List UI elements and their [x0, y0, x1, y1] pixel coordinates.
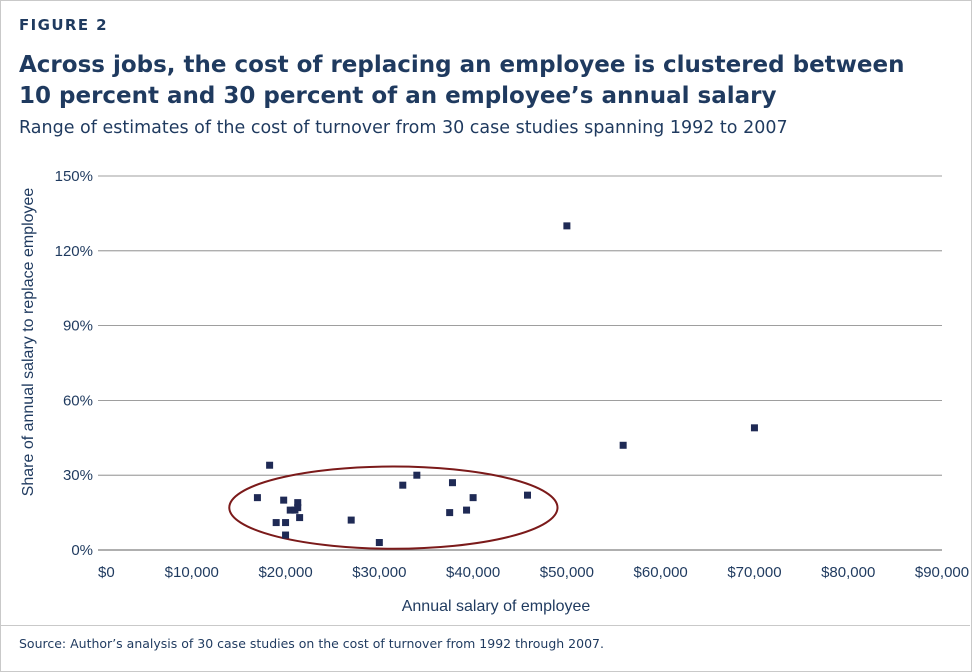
figure-label: FIGURE 2 — [19, 16, 108, 34]
data-point — [563, 222, 571, 230]
x-tick-label: $20,000 — [258, 564, 312, 581]
data-point — [253, 494, 261, 502]
data-point — [294, 504, 302, 512]
x-tick-labels: $0 $10,000 $20,000 $30,000 $40,000 $50,000 $60… — [98, 564, 969, 581]
chart-title: Across jobs, the cost of replacing an em… — [19, 52, 905, 109]
x-tick-label: $50,000 — [540, 564, 594, 581]
data-point — [469, 494, 477, 502]
x-tick-label: $10,000 — [165, 564, 219, 581]
gridlines — [98, 175, 942, 551]
x-axis-label: Annual salary of employee — [402, 598, 591, 615]
source-note: Source: Author’s analysis of 30 case stu… — [19, 636, 604, 651]
data-point — [286, 506, 294, 514]
data-point — [446, 509, 454, 517]
data-point — [448, 479, 456, 487]
y-tick-label: 60% — [63, 392, 93, 409]
y-axis-label: Share of annual salary to replace employ… — [20, 188, 37, 497]
x-tick-label: $0 — [98, 564, 115, 581]
x-tick-label: $70,000 — [727, 564, 781, 581]
y-tick-label: 90% — [63, 318, 93, 335]
data-point — [294, 499, 302, 507]
data-point — [750, 424, 758, 432]
y-tick-label: 0% — [71, 542, 93, 559]
source-divider — [1, 625, 970, 626]
data-point — [347, 516, 355, 524]
data-point — [282, 531, 290, 539]
x-tick-label: $90,000 — [915, 564, 969, 581]
data-point — [413, 471, 421, 479]
data-point — [524, 491, 532, 499]
data-point — [272, 519, 280, 527]
data-point — [266, 461, 274, 469]
x-tick-label: $30,000 — [352, 564, 406, 581]
x-tick-label: $80,000 — [821, 564, 875, 581]
y-tick-label: 150% — [55, 168, 93, 185]
y-tick-label: 30% — [63, 467, 93, 484]
data-point — [619, 441, 627, 449]
data-points — [253, 222, 758, 547]
data-point — [375, 539, 383, 547]
data-point — [463, 506, 471, 514]
data-point — [296, 514, 304, 522]
cluster-ellipse — [228, 465, 559, 550]
chart-subtitle: Range of estimates of the cost of turnov… — [19, 118, 788, 138]
x-tick-label: $60,000 — [634, 564, 688, 581]
x-tick-label: $40,000 — [446, 564, 500, 581]
data-point — [280, 496, 288, 504]
y-tick-labels: 0% 30% 60% 90% 120% 150% — [55, 168, 93, 559]
cluster-annotation — [228, 465, 559, 550]
data-point — [399, 481, 407, 489]
data-point — [282, 519, 290, 527]
y-tick-label: 120% — [55, 243, 93, 260]
